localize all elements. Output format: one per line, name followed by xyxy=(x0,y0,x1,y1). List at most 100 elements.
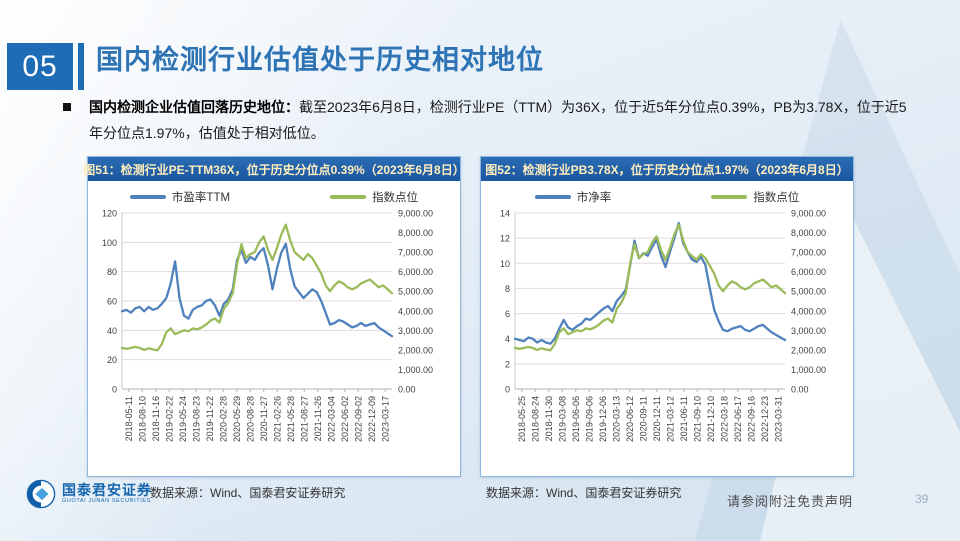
svg-text:120: 120 xyxy=(102,209,117,219)
svg-text:0.00: 0.00 xyxy=(398,385,416,395)
svg-text:2020-08-28: 2020-08-28 xyxy=(245,396,255,442)
svg-text:2023-03-31: 2023-03-31 xyxy=(773,396,783,442)
svg-text:2021-08-27: 2021-08-27 xyxy=(299,396,309,442)
svg-text:14: 14 xyxy=(500,209,510,219)
figure-52-legend: 市净率 指数点位 xyxy=(481,181,853,207)
company-logo: 国泰君安证券 GUOTAI JUNAN SECURITIES xyxy=(26,479,152,509)
pe-ttm-chart: 0 20 40 60 80 100 120 0.00 1,000.00 2,000.00 3,000… xyxy=(102,209,433,443)
svg-text:6,000.00: 6,000.00 xyxy=(791,267,826,277)
svg-text:2021-03-12: 2021-03-12 xyxy=(665,396,675,442)
svg-text:1,000.00: 1,000.00 xyxy=(791,365,826,375)
svg-text:2022-03-04: 2022-03-04 xyxy=(326,396,336,442)
legend-label-pe: 市盈率TTM xyxy=(171,192,231,204)
pb-line-swatch-icon xyxy=(534,195,571,199)
svg-text:2022-09-16: 2022-09-16 xyxy=(746,396,756,442)
svg-text:3,000.00: 3,000.00 xyxy=(791,326,826,336)
chapter-number-badge: 05 xyxy=(7,43,73,90)
pe-line-swatch-icon xyxy=(129,195,166,199)
svg-text:100: 100 xyxy=(102,238,117,248)
svg-text:3,000.00: 3,000.00 xyxy=(398,326,433,336)
svg-text:1,000.00: 1,000.00 xyxy=(398,365,433,375)
svg-text:80: 80 xyxy=(107,267,117,277)
svg-text:2021-05-28: 2021-05-28 xyxy=(286,396,296,442)
svg-text:60: 60 xyxy=(107,297,117,307)
svg-text:2019-03-08: 2019-03-08 xyxy=(557,396,567,442)
svg-text:2018-11-30: 2018-11-30 xyxy=(544,396,554,441)
svg-text:2020-02-28: 2020-02-28 xyxy=(218,396,228,442)
svg-text:2021-09-10: 2021-09-10 xyxy=(692,396,702,442)
svg-text:2019-02-22: 2019-02-22 xyxy=(164,396,174,442)
logo-text: 国泰君安证券 GUOTAI JUNAN SECURITIES xyxy=(62,483,152,505)
svg-text:8,000.00: 8,000.00 xyxy=(398,228,433,238)
figure-51-legend: 市盈率TTM 指数点位 xyxy=(88,181,460,207)
pb-chart: 0 2 4 6 8 10 12 14 0.00 1,000.00 2,000.00 3,000.00 4… xyxy=(500,209,826,443)
svg-text:7,000.00: 7,000.00 xyxy=(398,248,433,258)
guotai-junan-logo-icon xyxy=(26,479,56,509)
svg-text:2020-03-13: 2020-03-13 xyxy=(611,396,621,442)
svg-text:7,000.00: 7,000.00 xyxy=(791,248,826,258)
svg-text:2020-11-27: 2020-11-27 xyxy=(259,396,269,441)
svg-text:9,000.00: 9,000.00 xyxy=(791,209,826,219)
svg-text:2019-11-22: 2019-11-22 xyxy=(205,396,215,441)
svg-text:2020-12-11: 2020-12-11 xyxy=(652,396,662,441)
bullet-body: 截至2023年6月8日，检测行业PE（TTM）为36X，位于近5年分位点0.39… xyxy=(89,99,907,141)
svg-text:2018-08-10: 2018-08-10 xyxy=(137,396,147,442)
chapter-number: 05 xyxy=(22,49,58,83)
legend-item-index-2: 指数点位 xyxy=(711,189,799,205)
svg-text:6: 6 xyxy=(505,309,510,319)
logo-name-en: GUOTAI JUNAN SECURITIES xyxy=(62,498,151,505)
svg-text:6,000.00: 6,000.00 xyxy=(398,267,433,277)
legend-label-pb: 市净率 xyxy=(576,192,612,204)
svg-text:2020-06-12: 2020-06-12 xyxy=(625,396,635,442)
svg-text:2020-09-11: 2020-09-11 xyxy=(638,396,648,441)
figure-51-title: 图51：检测行业PE-TTM36X，位于历史分位点0.39%（2023年6月8日… xyxy=(83,157,465,181)
svg-text:2019-05-24: 2019-05-24 xyxy=(178,396,188,442)
figure-52-body: 市净率 指数点位 0 2 4 6 8 10 12 14 0.00 1,000.00 2,000.00… xyxy=(481,181,853,471)
title-accent-bar xyxy=(78,43,84,90)
legend-label-index-2: 指数点位 xyxy=(753,192,800,204)
svg-text:2021-12-10: 2021-12-10 xyxy=(706,396,716,442)
svg-text:2019-09-06: 2019-09-06 xyxy=(584,396,594,442)
svg-text:40: 40 xyxy=(107,326,117,336)
svg-text:2022-12-09: 2022-12-09 xyxy=(367,396,377,442)
svg-text:2020-05-29: 2020-05-29 xyxy=(232,396,242,442)
svg-text:2021-06-11: 2021-06-11 xyxy=(679,396,689,441)
figure-51-body: 市盈率TTM 指数点位 0 20 40 60 80 100 120 0.00 1,000.00 2… xyxy=(88,181,460,471)
bullet-point: 国内检测企业估值回落历史地位：截至2023年6月8日，检测行业PE（TTM）为3… xyxy=(63,94,911,146)
svg-text:2022-06-02: 2022-06-02 xyxy=(340,396,350,442)
svg-text:2019-12-06: 2019-12-06 xyxy=(598,396,608,442)
figure-52-title: 图52：检测行业PB3.78X，位于历史分位点1.97%（2023年6月8日） xyxy=(481,157,853,181)
svg-text:2022-09-02: 2022-09-02 xyxy=(353,396,363,442)
svg-text:10: 10 xyxy=(500,259,510,269)
svg-text:2021-02-26: 2021-02-26 xyxy=(272,396,282,442)
legend-item-pb: 市净率 xyxy=(534,189,612,205)
svg-text:2022-12-23: 2022-12-23 xyxy=(760,396,770,442)
svg-text:5,000.00: 5,000.00 xyxy=(398,287,433,297)
figure-52-panel: 图52：检测行业PB3.78X，位于历史分位点1.97%（2023年6月8日） … xyxy=(480,156,854,477)
svg-text:2022-06-17: 2022-06-17 xyxy=(733,396,743,442)
disclaimer-note: 请参阅附注免责声明 xyxy=(727,494,854,509)
figure-51-panel: 图51：检测行业PE-TTM36X，位于历史分位点0.39%（2023年6月8日… xyxy=(83,156,465,477)
svg-text:0.00: 0.00 xyxy=(791,385,809,395)
svg-text:20: 20 xyxy=(107,355,117,365)
svg-text:4,000.00: 4,000.00 xyxy=(791,306,826,316)
svg-text:0: 0 xyxy=(505,385,510,395)
svg-text:4,000.00: 4,000.00 xyxy=(398,306,433,316)
index-line-swatch-icon xyxy=(330,195,367,199)
svg-text:12: 12 xyxy=(500,234,510,244)
svg-text:8: 8 xyxy=(505,284,510,294)
data-source-left: 数据来源：Wind、国泰君安证券研究 xyxy=(150,486,346,500)
svg-text:2023-03-17: 2023-03-17 xyxy=(380,396,390,442)
legend-item-index: 指数点位 xyxy=(330,189,418,205)
svg-text:2019-06-06: 2019-06-06 xyxy=(571,396,581,442)
logo-name-cn: 国泰君安证券 xyxy=(62,482,152,499)
svg-text:0: 0 xyxy=(112,385,117,395)
svg-text:2021-11-26: 2021-11-26 xyxy=(313,396,323,441)
page-title: 国内检测行业估值处于历史相对地位 xyxy=(96,45,544,75)
svg-text:4: 4 xyxy=(505,334,510,344)
svg-text:8,000.00: 8,000.00 xyxy=(791,228,826,238)
page-number: 39 xyxy=(915,492,929,506)
index-line-swatch-icon-2 xyxy=(711,195,748,199)
bullet-text: 国内检测企业估值回落历史地位：截至2023年6月8日，检测行业PE（TTM）为3… xyxy=(89,94,911,146)
